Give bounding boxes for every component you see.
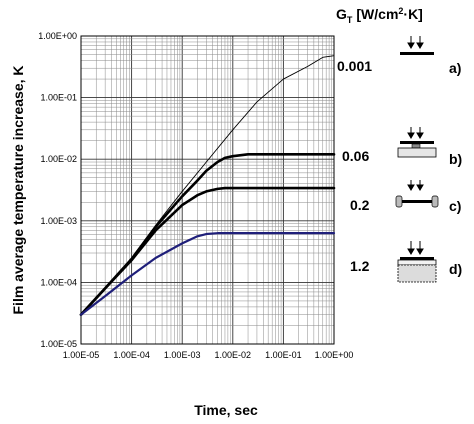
grid <box>80 36 334 345</box>
inset-b: b) <box>397 127 462 167</box>
inset-label-a: a) <box>449 60 461 76</box>
inset-c: c) <box>395 180 461 214</box>
y-tick-label: 1.00E-03 <box>40 216 77 226</box>
substrate-bottom-icon <box>397 264 437 283</box>
x-tick-label: 1.00E-01 <box>265 350 302 360</box>
x-tick-label: 1.00E-03 <box>164 350 201 360</box>
film-layer-icon <box>400 200 434 203</box>
film-layer-icon <box>400 257 434 260</box>
x-axis-title: Time, sec <box>194 402 258 418</box>
curve-label-3: 1.2 <box>350 258 370 274</box>
series-line-3 <box>79 232 336 316</box>
curve-label-1: 0.06 <box>342 148 369 164</box>
series-line-0 <box>80 55 335 316</box>
inset-d: d) <box>397 241 462 283</box>
x-tick-label: 1.00E-05 <box>63 350 100 360</box>
curve-label-0: 0.001 <box>337 58 372 74</box>
x-tick-label: 1.00E-02 <box>215 350 252 360</box>
y-tick-label: 1.00E-01 <box>40 93 77 103</box>
heat-arrows-icon <box>407 36 424 49</box>
legend-title-unit: [W/cm <box>356 6 398 22</box>
y-tick-label: 1.00E-04 <box>40 277 77 287</box>
y-tick-label: 1.00E+00 <box>38 31 77 41</box>
substrate-top-icon <box>397 259 437 266</box>
x-tick-labels: 1.00E-05 1.00E-04 1.00E-03 1.00E-02 1.00E-01… <box>63 350 354 360</box>
inset-label-d: d) <box>449 261 462 277</box>
legend-title-tail: ·K] <box>403 6 422 22</box>
legend-title-main: G <box>336 6 347 22</box>
inset-a: a) <box>400 36 461 76</box>
support-right-icon <box>431 195 439 208</box>
inset-label-b: b) <box>449 151 462 167</box>
film-layer-icon <box>400 52 434 55</box>
legend-title-sub: T <box>347 15 353 25</box>
y-tick-labels: 1.00E+00 1.00E-01 1.00E-02 1.00E-03 1.00E-04… <box>38 31 77 349</box>
legend-title: GT [W/cm2·K] <box>336 6 423 25</box>
spacer-icon <box>411 143 421 149</box>
series-line-2 <box>79 186 336 316</box>
heat-arrows-icon <box>407 241 424 255</box>
series-lines <box>79 55 336 316</box>
plot-frame <box>80 35 335 345</box>
y-axis-title: Film average temperature increase, K <box>10 65 26 314</box>
curve-label-2: 0.2 <box>350 197 370 213</box>
y-tick-label: 1.00E-02 <box>40 154 77 164</box>
legend-title-exp: 2 <box>398 6 403 16</box>
inset-label-c: c) <box>449 198 461 214</box>
heat-arrows-icon <box>407 180 424 191</box>
film-layer-icon <box>400 141 434 144</box>
y-tick-label: 1.00E-05 <box>40 339 77 349</box>
x-tick-label: 1.00E-04 <box>113 350 150 360</box>
x-tick-label: 1.00E+00 <box>315 350 354 360</box>
support-left-icon <box>395 195 403 208</box>
heat-arrows-icon <box>407 127 424 139</box>
substrate-icon <box>397 147 437 158</box>
